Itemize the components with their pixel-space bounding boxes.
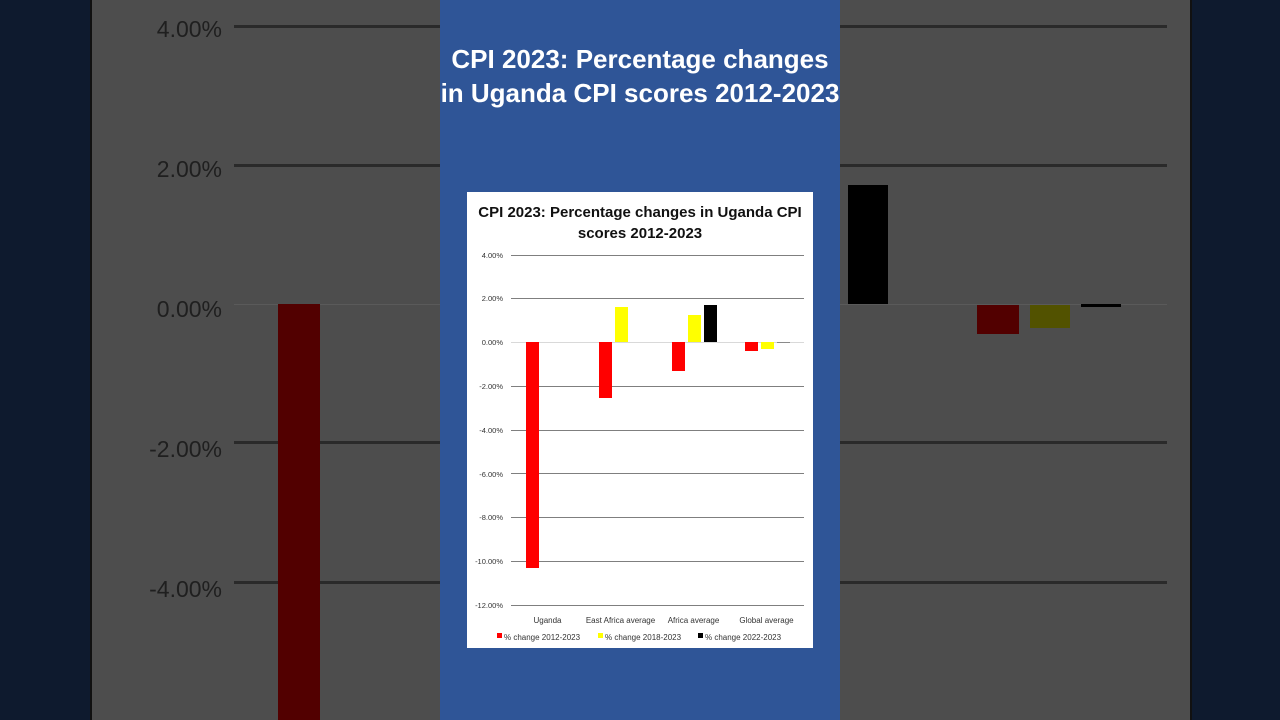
- zero-line: [511, 342, 804, 343]
- bg-bar-uganda-2012: [278, 304, 320, 720]
- bar-east-africa-2012-2023: [599, 342, 612, 398]
- legend-swatch-red: [497, 633, 502, 638]
- y-tick-label: 0.00%: [481, 338, 503, 347]
- x-category-label: Global average: [739, 616, 794, 625]
- y-tick-label: -10.00%: [475, 557, 503, 566]
- center-panel: CPI 2023: Percentage changes in Uganda C…: [440, 0, 840, 720]
- bar-global-2022-2023: [777, 342, 790, 343]
- headline-title: CPI 2023: Percentage changes in Uganda C…: [440, 44, 840, 108]
- bg-tick-label: 2.00%: [156, 156, 222, 182]
- bar-east-africa-2018-2023: [615, 307, 628, 342]
- legend-swatch-yellow: [598, 633, 603, 638]
- y-tick-label: -2.00%: [479, 382, 503, 391]
- x-category-label: Uganda: [533, 616, 562, 625]
- y-tick-label: -6.00%: [479, 470, 503, 479]
- chart-card: CPI 2023: Percentage changes in Uganda C…: [467, 192, 813, 648]
- x-category-label: Africa average: [667, 616, 720, 625]
- y-tick-label: 2.00%: [481, 294, 503, 303]
- legend-item-2022-2023: % change 2022-2023: [698, 633, 781, 642]
- bar-global-2018-2023: [761, 342, 774, 349]
- y-tick-label: -8.00%: [479, 513, 503, 522]
- gridline: [511, 255, 804, 256]
- legend-item-2018-2023: % change 2018-2023: [598, 633, 681, 642]
- gridline: [511, 298, 804, 299]
- bar-africa-2022-2023: [704, 305, 717, 342]
- gridline: [511, 517, 804, 518]
- gridline: [511, 605, 804, 606]
- legend-swatch-black: [698, 633, 703, 638]
- bar-africa-2018-2023: [688, 315, 701, 342]
- bg-tick-label: -2.00%: [149, 436, 222, 462]
- chart-legend: % change 2012-2023 % change 2018-2023 % …: [467, 633, 813, 645]
- gridline: [511, 561, 804, 562]
- bg-tick-label: 0.00%: [156, 296, 222, 322]
- legend-item-2012-2023: % change 2012-2023: [497, 633, 580, 642]
- bg-bar-global-2022: [1081, 304, 1121, 307]
- y-tick-label: -12.00%: [475, 601, 503, 610]
- y-tick-label: -4.00%: [479, 426, 503, 435]
- bar-africa-2012-2023: [672, 342, 685, 371]
- bg-bar-global-2012: [977, 305, 1019, 334]
- chart-title: CPI 2023: Percentage changes in Uganda C…: [478, 204, 802, 242]
- y-tick-label: 4.00%: [481, 251, 503, 260]
- bg-tick-label: -4.00%: [149, 576, 222, 602]
- gridline: [511, 473, 804, 474]
- bg-bar-africa-2022: [848, 185, 888, 304]
- x-category-label: East Africa average: [585, 616, 656, 625]
- bar-uganda-2012-2023: [526, 342, 539, 568]
- gridline: [511, 386, 804, 387]
- bar-global-2012-2023: [745, 342, 758, 351]
- gridline: [511, 430, 804, 431]
- bg-tick-label: 4.00%: [156, 16, 222, 42]
- bg-bar-global-2018: [1030, 305, 1070, 328]
